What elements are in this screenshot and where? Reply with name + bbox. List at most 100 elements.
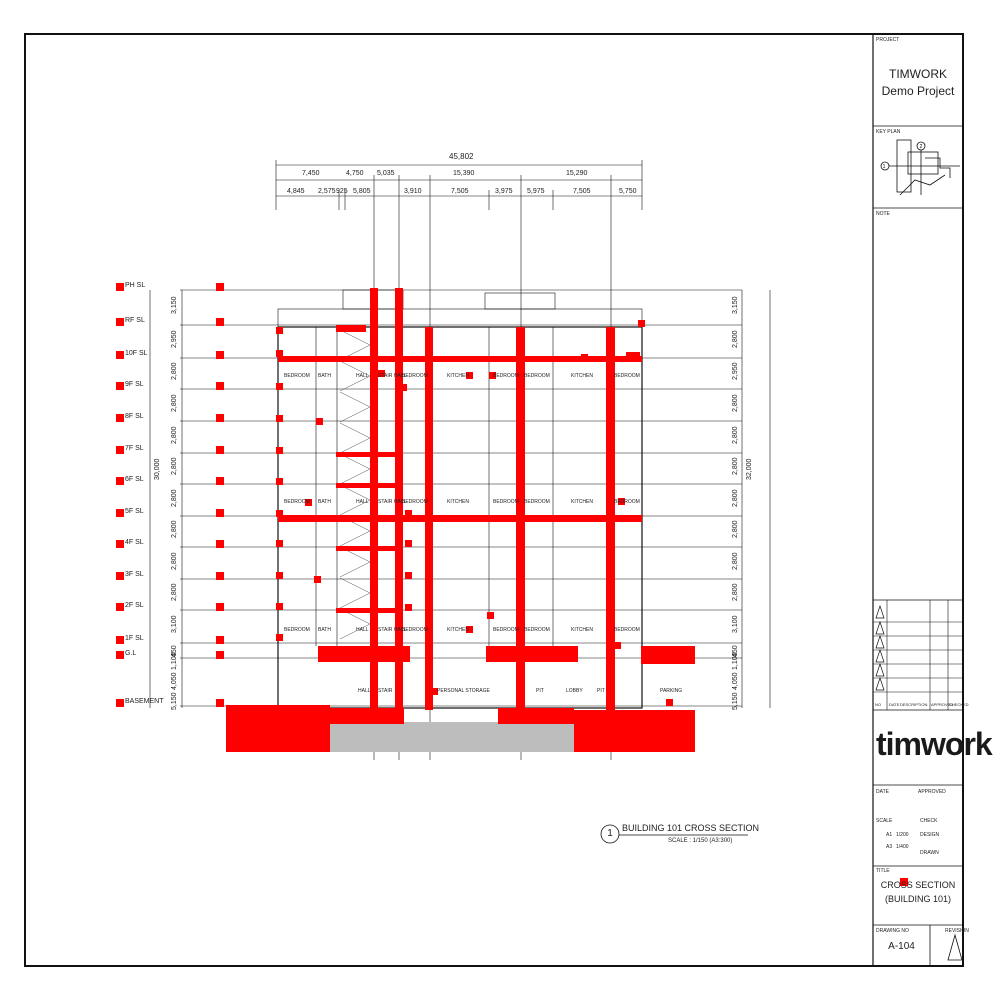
dim-row3-3: 925 [336,188,348,195]
room-label: BEDROOM [493,627,519,633]
side-dimension-text: 2,800 [732,489,739,507]
side-dimension-text: 2,800 [732,583,739,601]
side-dimension-text: 2,800 [732,426,739,444]
drawing-title-line2: (BUILDING 101) [884,894,952,904]
dim-row3-9: 7,505 [573,188,591,195]
drawing-no-label: DRAWING NO [876,928,909,934]
level-marker-square [216,603,224,611]
side-dimension-text: 3,100 [732,615,739,633]
room-label: HALL [356,373,369,379]
room-label: KITCHEN [447,627,469,633]
level-marker-square [216,651,224,659]
room-label: BEDROOM [493,499,519,505]
level-label: 5F SL [125,508,144,515]
revision-label: REVISION [945,928,969,934]
level-marker-square [116,446,124,454]
titleblock-grid [873,125,963,966]
dim-row3-2: 2,575 [318,188,336,195]
revision-header-date: DATE [889,702,900,707]
side-dimension-lines [149,290,771,708]
level-marker-square [116,509,124,517]
room-label: KITCHEN [447,373,469,379]
room-label: BEDROOM [614,499,640,505]
revision-table [873,600,963,710]
side-dimension-text: 3,150 [732,296,739,314]
room-label: BEDROOM [284,373,310,379]
level-marker-square [116,351,124,359]
level-marker-square [216,318,224,326]
side-dimension-text: 2,800 [171,583,178,601]
level-marker-square [116,699,124,707]
design-label: DESIGN [920,832,940,838]
level-label: BASEMENT [125,698,164,705]
room-label: KITCHEN [571,627,593,633]
room-label: BEDROOM [284,499,310,505]
level-marker-square [116,318,124,326]
level-marker-square [216,540,224,548]
level-label: 9F SL [125,381,144,388]
side-dimension-text: 1,100 [732,652,739,670]
check-label: CHECK [920,818,938,824]
title-label: TITLE [876,868,890,874]
side-dimension-text: 2,800 [171,552,178,570]
stair-run [339,329,371,361]
dim-row3-8: 5,975 [527,188,545,195]
section-title: BUILDING 101 CROSS SECTION [622,823,760,833]
stair-run [339,391,371,423]
level-marker-square [216,414,224,422]
drawn-label: DRAWN [920,850,939,856]
stair-run [339,608,371,640]
basement-room-label: PARKING [660,688,683,694]
stair-run [339,453,371,485]
revision-triangle [947,933,963,961]
basement-room-label: PERSONAL STORAGE [437,688,490,694]
room-label: KITCHEN [447,499,469,505]
room-label: BEDROOM [614,627,640,633]
stair-run [339,422,371,454]
a1-label: A1 [886,832,893,838]
level-marker-square [216,699,224,707]
scale-label: SCALE [876,818,893,824]
room-label: KITCHEN [571,373,593,379]
level-marker-square [116,283,124,291]
project-label: PROJECT [876,37,900,43]
room-label: KITCHEN [571,499,593,505]
side-dimension-text: 2,800 [171,520,178,538]
room-label: BEDROOM [284,627,310,633]
level-lines [180,289,742,707]
a1-scale: 1/200 [896,832,909,838]
dim-row3-7: 3,975 [495,188,513,195]
level-marker-square [116,540,124,548]
level-label: PH SL [125,282,146,289]
room-label: BEDROOM [614,373,640,379]
level-label: 2F SL [125,602,144,609]
dim-row2-3: 5,035 [377,170,395,177]
side-dimension-text: 5,150 [171,692,178,710]
note-label: NOTE [876,211,890,217]
project-subtitle: Demo Project [881,84,955,98]
dim-row3-5: 3,910 [404,188,422,195]
sheet-border [24,33,964,967]
revision-header-checked: CHECKED [949,702,969,707]
room-label: HALL [356,499,369,505]
revision-header-description: DESCRIPTION [900,702,928,707]
room-label: BEDROOM [402,499,428,505]
foundation-left [226,705,330,752]
side-dimension-text: 4,050 [171,672,178,690]
key-plan-label: KEY PLAN [876,129,901,135]
side-dimension-text: 3,150 [171,296,178,314]
level-marker-square [116,572,124,580]
stair-run [339,577,371,609]
room-label: BATH [318,373,331,379]
side-dimension-text: 2,800 [732,457,739,475]
level-label: G.L [125,650,137,657]
dim-row3-10: 5,750 [619,188,637,195]
revision-header-no: NO [875,702,881,707]
date-label: DATE [876,789,889,795]
basement-room-label: PIT [536,688,544,694]
stair-run [339,546,371,578]
room-label: BEDROOM [524,373,550,379]
side-dimension-text: 1,100 [171,652,178,670]
side-dimension-text: 2,800 [732,520,739,538]
